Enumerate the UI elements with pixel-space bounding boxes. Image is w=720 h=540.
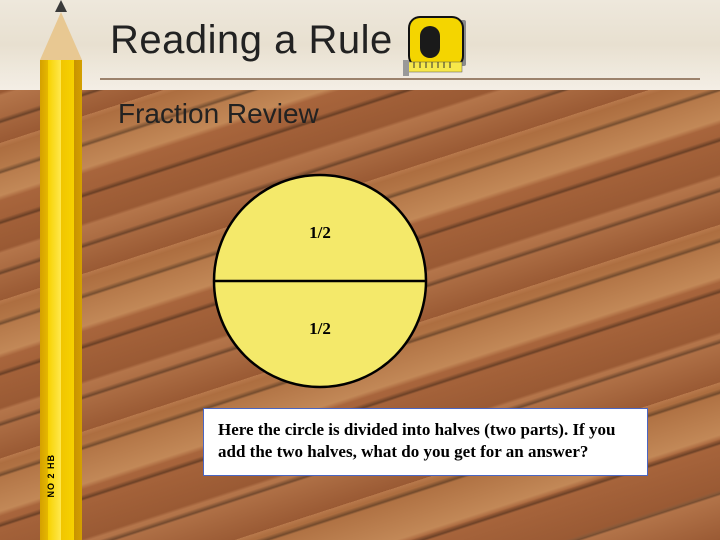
pencil-lead (55, 0, 67, 12)
fraction-circle-diagram: 1/2 1/2 (210, 171, 430, 391)
pencil-wood-tip (40, 12, 82, 60)
page-subtitle: Fraction Review (118, 98, 319, 130)
circle-bottom-label: 1/2 (210, 319, 430, 339)
circle-svg (210, 171, 430, 391)
tape-measure-icon (398, 8, 488, 93)
page-title: Reading a Rule (110, 18, 393, 63)
pencil-icon: NO 2 HB (40, 0, 82, 540)
explanation-text: Here the circle is divided into halves (… (218, 419, 633, 463)
pencil-label: NO 2 HB (46, 454, 76, 498)
explanation-box: Here the circle is divided into halves (… (203, 408, 648, 476)
circle-top-label: 1/2 (210, 223, 430, 243)
